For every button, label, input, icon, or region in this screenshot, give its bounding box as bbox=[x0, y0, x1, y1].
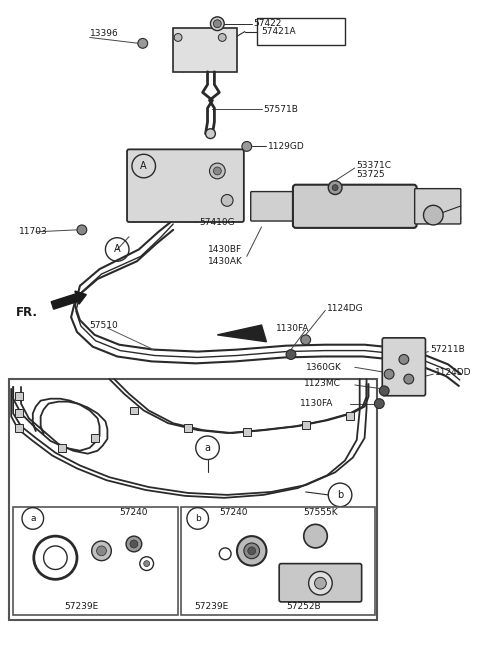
Bar bbox=[15, 409, 23, 417]
FancyBboxPatch shape bbox=[279, 564, 361, 602]
Circle shape bbox=[242, 141, 252, 151]
Circle shape bbox=[210, 17, 224, 30]
Bar bbox=[59, 444, 66, 451]
Bar bbox=[91, 434, 98, 442]
Bar bbox=[173, 28, 237, 72]
Text: 57422: 57422 bbox=[253, 19, 282, 28]
Bar bbox=[346, 413, 354, 420]
Bar bbox=[302, 421, 310, 429]
Circle shape bbox=[77, 225, 87, 235]
Text: a: a bbox=[30, 514, 36, 523]
FancyArrow shape bbox=[51, 291, 86, 309]
Bar bbox=[15, 392, 23, 399]
Circle shape bbox=[214, 20, 221, 28]
Text: 1123MC: 1123MC bbox=[304, 380, 341, 388]
Text: 1430BF: 1430BF bbox=[207, 245, 241, 254]
Bar bbox=[257, 18, 345, 45]
Circle shape bbox=[244, 543, 260, 559]
Circle shape bbox=[218, 34, 226, 41]
Text: FR.: FR. bbox=[16, 306, 38, 319]
Circle shape bbox=[209, 163, 225, 179]
Circle shape bbox=[237, 536, 266, 566]
Circle shape bbox=[96, 546, 107, 556]
Text: 57421A: 57421A bbox=[262, 27, 296, 36]
Circle shape bbox=[328, 181, 342, 195]
FancyBboxPatch shape bbox=[293, 185, 417, 228]
Circle shape bbox=[379, 386, 389, 395]
Circle shape bbox=[138, 38, 148, 48]
Bar bbox=[13, 507, 178, 615]
Text: 53725: 53725 bbox=[357, 170, 385, 180]
Text: 1430AK: 1430AK bbox=[207, 257, 242, 266]
Text: 57510: 57510 bbox=[90, 320, 119, 330]
Circle shape bbox=[144, 561, 150, 567]
Bar bbox=[181, 507, 375, 615]
Text: 1360GK: 1360GK bbox=[306, 363, 342, 372]
Circle shape bbox=[174, 34, 182, 41]
Text: 1129GD: 1129GD bbox=[268, 142, 305, 151]
Circle shape bbox=[304, 524, 327, 548]
Bar bbox=[9, 379, 377, 620]
Circle shape bbox=[332, 185, 338, 191]
Circle shape bbox=[214, 167, 221, 175]
Circle shape bbox=[399, 355, 409, 365]
Text: 57211B: 57211B bbox=[431, 345, 465, 354]
Polygon shape bbox=[217, 325, 266, 342]
Circle shape bbox=[286, 349, 296, 359]
Text: A: A bbox=[141, 161, 147, 171]
Text: 1124DG: 1124DG bbox=[327, 304, 364, 313]
Bar bbox=[243, 428, 251, 436]
Text: 13396: 13396 bbox=[90, 29, 119, 38]
Circle shape bbox=[130, 540, 138, 548]
Text: 53371C: 53371C bbox=[357, 161, 392, 170]
Circle shape bbox=[404, 374, 414, 384]
Circle shape bbox=[301, 335, 311, 345]
Circle shape bbox=[423, 205, 443, 225]
Text: 57240: 57240 bbox=[219, 508, 248, 517]
Text: 57555K: 57555K bbox=[304, 508, 338, 517]
Text: a: a bbox=[204, 443, 211, 453]
Circle shape bbox=[92, 541, 111, 561]
Text: 57410G: 57410G bbox=[200, 218, 235, 226]
Circle shape bbox=[384, 369, 394, 379]
Circle shape bbox=[374, 399, 384, 409]
Circle shape bbox=[205, 129, 216, 139]
Text: 1130FA: 1130FA bbox=[300, 399, 333, 408]
Text: 57239E: 57239E bbox=[195, 602, 229, 611]
Text: 57240: 57240 bbox=[119, 508, 148, 517]
Bar bbox=[130, 407, 138, 415]
Circle shape bbox=[248, 547, 256, 555]
Circle shape bbox=[309, 571, 332, 595]
Text: 11703: 11703 bbox=[19, 227, 48, 236]
Text: 57571B: 57571B bbox=[264, 105, 299, 114]
FancyBboxPatch shape bbox=[415, 189, 461, 224]
FancyBboxPatch shape bbox=[382, 338, 425, 395]
Text: 1130FA: 1130FA bbox=[276, 324, 310, 332]
Circle shape bbox=[126, 536, 142, 552]
Text: 57239E: 57239E bbox=[65, 602, 99, 611]
Bar bbox=[184, 424, 192, 432]
FancyBboxPatch shape bbox=[251, 191, 297, 221]
Text: b: b bbox=[195, 514, 201, 523]
Bar bbox=[15, 424, 23, 432]
Text: b: b bbox=[337, 490, 343, 500]
FancyBboxPatch shape bbox=[127, 149, 244, 222]
Text: 1124DD: 1124DD bbox=[435, 368, 472, 376]
Text: 57252B: 57252B bbox=[286, 602, 321, 611]
Text: A: A bbox=[114, 245, 120, 255]
Circle shape bbox=[314, 577, 326, 589]
Circle shape bbox=[221, 195, 233, 207]
